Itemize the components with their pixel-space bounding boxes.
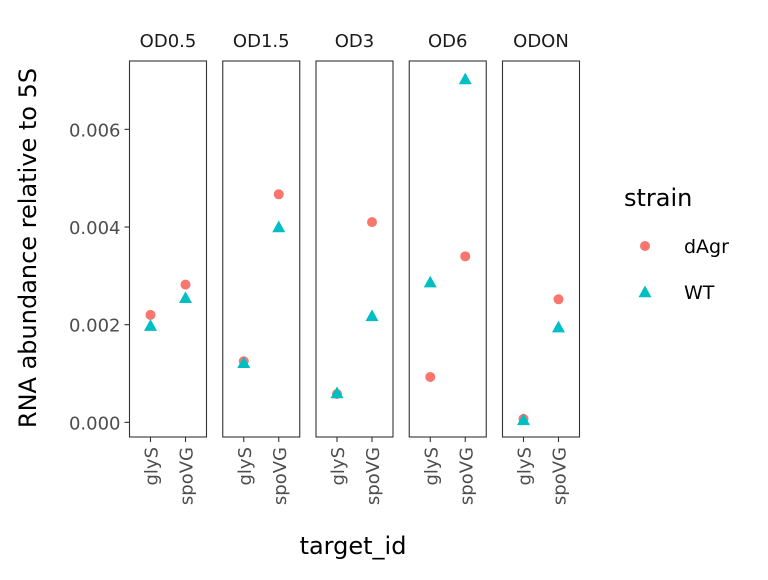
panel-border bbox=[501, 60, 581, 438]
panel-border bbox=[315, 60, 394, 438]
data-point-wt bbox=[179, 291, 192, 304]
data-point-wt bbox=[458, 72, 472, 85]
y-tick-label: 0.000 bbox=[69, 413, 121, 434]
facet-panel: OD3 glyS spoVG bbox=[315, 31, 394, 505]
data-point-wt bbox=[365, 309, 379, 322]
x-tick-label: spoVG bbox=[363, 447, 384, 505]
data-point-dagr bbox=[553, 294, 564, 305]
legend-label: dAgr bbox=[684, 236, 729, 258]
x-tick-label: glyS bbox=[421, 447, 442, 486]
x-tick-label: glyS bbox=[142, 447, 163, 486]
y-tick-label: 0.006 bbox=[69, 120, 121, 141]
data-point-wt bbox=[423, 275, 437, 288]
legend-key-dagr bbox=[640, 241, 650, 251]
panel-border bbox=[128, 60, 208, 438]
facet-panel: OD6 glyS spoVG bbox=[408, 31, 487, 505]
data-point-wt bbox=[237, 356, 251, 368]
legend: strain dAgr WT bbox=[624, 184, 729, 304]
panel-border bbox=[408, 60, 487, 438]
facet-strip-label: OD3 bbox=[335, 31, 374, 52]
data-point-wt bbox=[552, 320, 565, 333]
data-point-dagr bbox=[460, 251, 471, 262]
x-tick-label: spoVG bbox=[270, 447, 291, 505]
plot-area: 0.000 0.002 0.004 0.006 OD0.5 glyS spoVG OD1.5 g… bbox=[69, 31, 581, 505]
facet-panel: ODON glyS spoVG bbox=[501, 31, 581, 505]
data-point-wt bbox=[330, 386, 344, 399]
facet-strip-label: OD1.5 bbox=[233, 31, 290, 52]
y-axis-title: RNA abundance relative to 5S bbox=[14, 68, 42, 428]
facet-strip-label: OD0.5 bbox=[140, 31, 197, 52]
data-point-wt bbox=[144, 319, 157, 331]
facet-strip-label: ODON bbox=[513, 31, 569, 52]
x-tick-label: glyS bbox=[328, 447, 349, 486]
panel-border bbox=[222, 60, 301, 438]
facet-panel: OD0.5 glyS spoVG bbox=[128, 31, 208, 505]
data-point-dagr bbox=[425, 371, 436, 382]
data-point-wt bbox=[272, 220, 286, 233]
data-point-dagr bbox=[180, 279, 191, 290]
legend-key-wt bbox=[638, 285, 652, 298]
x-tick-label: spoVG bbox=[177, 447, 198, 505]
facet-strip-label: OD6 bbox=[428, 31, 467, 52]
y-tick-label: 0.002 bbox=[69, 316, 121, 337]
data-point-dagr bbox=[145, 309, 156, 320]
x-tick-label: glyS bbox=[235, 447, 256, 486]
x-tick-label: spoVG bbox=[456, 447, 477, 505]
x-tick-label: glyS bbox=[515, 447, 536, 486]
legend-title: strain bbox=[624, 184, 692, 212]
data-point-wt bbox=[517, 413, 530, 426]
x-tick-label: spoVG bbox=[550, 447, 571, 505]
facet-panel: OD1.5 glyS spoVG bbox=[222, 31, 301, 505]
x-axis-title: target_id bbox=[300, 532, 407, 560]
legend-label: WT bbox=[684, 282, 715, 304]
data-point-dagr bbox=[273, 189, 284, 200]
data-point-dagr bbox=[367, 217, 377, 228]
y-tick-label: 0.004 bbox=[69, 218, 121, 239]
